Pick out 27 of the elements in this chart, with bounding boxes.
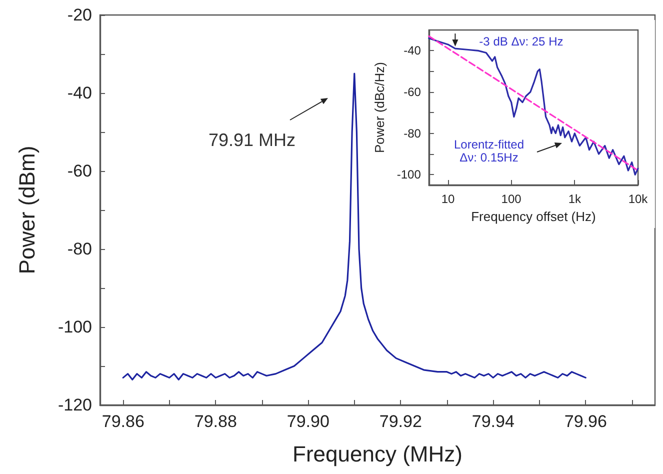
x-tick-label: 10 <box>441 192 455 206</box>
y-tick-label: -60 <box>404 85 422 99</box>
x-tick-label: 79.94 <box>472 412 514 431</box>
x-tick-label: 79.88 <box>194 412 237 431</box>
y-tick-label: -120 <box>58 396 92 414</box>
y-tick-label: -40 <box>67 84 92 102</box>
x-tick-label: 100 <box>501 192 522 206</box>
x-axis-title: Frequency (MHz) <box>292 442 462 466</box>
x-axis-title: Frequency offset (Hz) <box>471 208 596 224</box>
annotation: 79.91 MHz <box>208 130 296 150</box>
x-tick-label: 10k <box>628 192 649 206</box>
y-tick-label: -60 <box>67 162 92 180</box>
annotation: -3 dB Δν: 25 Hz <box>479 34 564 49</box>
x-tick-label: 1k <box>568 192 582 206</box>
x-tick-label: 79.92 <box>379 412 422 431</box>
y-tick-label: -80 <box>67 240 92 258</box>
y-tick-label: -100 <box>58 318 92 336</box>
y-axis-title: Power (dBm) <box>14 146 40 274</box>
annotation: Lorentz-fitted Δν: 0.15Hz <box>454 138 524 164</box>
x-tick-label: 79.96 <box>564 412 607 431</box>
y-tick-label: -80 <box>404 126 422 140</box>
y-tick-label: -100 <box>396 168 422 182</box>
y-axis-title: Power (dBc/Hz) <box>372 62 387 154</box>
x-tick-label: 79.90 <box>286 412 330 431</box>
y-tick-label: -20 <box>67 6 92 24</box>
y-tick-label: -40 <box>404 44 422 58</box>
x-tick-label: 79.86 <box>102 412 144 431</box>
